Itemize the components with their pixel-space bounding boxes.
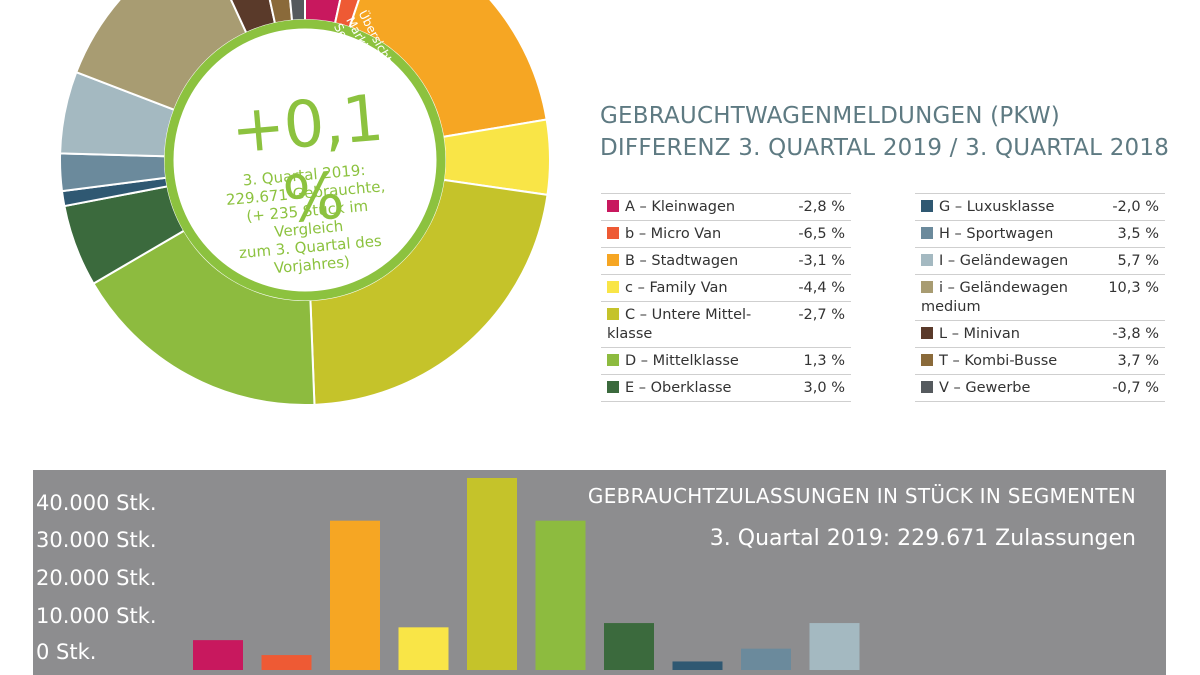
legend-row: i – Geländewagen medium 10,3 % [915, 274, 1165, 320]
legend-row: A – Kleinwagen -2,8 % [601, 193, 851, 220]
legend-swatch [607, 354, 619, 366]
legend-label-text: L – Minivan [939, 326, 1020, 342]
legend-label-text: A – Kleinwagen [625, 199, 736, 215]
legend-label-text: I – Geländewagen [939, 253, 1069, 269]
bar-E [604, 623, 654, 670]
legend-label-text: b – Micro Van [625, 226, 722, 242]
donut-center-note: 3. Quartal 2019: 229.671 Gebrauchte, (+ … [214, 158, 403, 281]
bar-B [330, 520, 380, 670]
legend-row: L – Minivan -3,8 % [915, 320, 1165, 347]
legend-value: -4,4 % [798, 280, 845, 296]
y-tick-label: 0 Stk. [36, 640, 97, 664]
legend-row: I – Geländewagen 5,7 % [915, 247, 1165, 274]
legend-label-text: B – Stadtwagen [625, 253, 739, 269]
legend-label: H – Sportwagen [921, 225, 1053, 244]
bar-b [261, 655, 312, 670]
legend-swatch [921, 254, 933, 266]
donut-center-ring [164, 19, 446, 301]
legend-value: 3,0 % [803, 380, 845, 396]
legend-label: A – Kleinwagen [607, 198, 735, 217]
legend-value: -2,7 % [798, 307, 845, 323]
bar-G [672, 661, 723, 670]
legend-swatch [607, 200, 619, 212]
legend-value: -2,8 % [798, 199, 845, 215]
legend-row: b – Micro Van -6,5 % [601, 220, 851, 247]
bar-c [398, 627, 449, 670]
bar-chart [193, 478, 860, 670]
bar-H [741, 648, 791, 670]
legend-swatch [921, 354, 933, 366]
legend-row: C – Untere Mittel­klasse -2,7 % [601, 301, 851, 347]
legend-value: 10,3 % [1108, 280, 1159, 296]
legend-row: E – Oberklasse 3,0 % [601, 374, 851, 402]
y-tick-label: 40.000 Stk. [36, 491, 157, 515]
legend-value: -0,7 % [1112, 380, 1159, 396]
legend-row: T – Kombi-Busse 3,7 % [915, 347, 1165, 374]
legend-label: E – Oberklasse [607, 379, 731, 398]
legend-label: L – Minivan [921, 325, 1020, 344]
legend-swatch [921, 381, 933, 393]
legend-row: c – Family Van -4,4 % [601, 274, 851, 301]
legend-value: 3,7 % [1117, 353, 1159, 369]
legend-value: 1,3 % [803, 353, 845, 369]
legend-value: -2,0 % [1112, 199, 1159, 215]
bar-chart-panel: GEBRAUCHTZULASSUNGEN IN STÜCK IN SEGMENT… [33, 470, 1166, 675]
legend-label: b – Micro Van [607, 225, 721, 244]
legend-label-text: D – Mittelklasse [625, 353, 739, 369]
legend-value: -3,1 % [798, 253, 845, 269]
y-tick-label: 20.000 Stk. [36, 566, 157, 590]
legend-label-text: E – Oberklasse [625, 380, 732, 396]
legend-label-text: T – Kombi-Busse [939, 353, 1058, 369]
legend-label: V – Gewerbe [921, 379, 1030, 398]
legend-label-text: i – Geländewagen medium [921, 280, 1068, 315]
bar-D [535, 520, 586, 670]
bar-A [193, 640, 243, 670]
legend-row: D – Mittelklasse 1,3 % [601, 347, 851, 374]
legend-label-text: V – Gewerbe [939, 380, 1031, 396]
legend-row: B – Stadtwagen -3,1 % [601, 247, 851, 274]
bar-chart-subtitle: 3. Quartal 2019: 229.671 Zulassungen [709, 526, 1136, 551]
legend-label: T – Kombi-Busse [921, 352, 1057, 371]
legend-label: c – Family Van [607, 279, 728, 298]
chart-title: GEBRAUCHTWAGENMELDUNGEN (PKW) DIFFERENZ … [600, 100, 1169, 164]
legend-value: -6,5 % [798, 226, 845, 242]
legend-label-text: c – Family Van [625, 280, 728, 296]
legend-label: D – Mittelklasse [607, 352, 739, 371]
legend-value: 3,5 % [1117, 226, 1159, 242]
legend-right: G – Luxusklasse -2,0 % H – Sportwagen 3,5 %… [915, 193, 1165, 402]
bar-I [809, 623, 860, 670]
legend-row: H – Sportwagen 3,5 % [915, 220, 1165, 247]
bar-C [467, 478, 517, 670]
legend-label: B – Stadtwagen [607, 252, 738, 271]
title-line-2: DIFFERENZ 3. QUARTAL 2019 / 3. QUARTAL 2… [600, 135, 1170, 161]
legend-label-text: H – Sportwagen [939, 226, 1054, 242]
bar-chart-title: GEBRAUCHTZULASSUNGEN IN STÜCK IN SEGMENT… [587, 484, 1136, 508]
legend-row: G – Luxusklasse -2,0 % [915, 193, 1165, 220]
legend-row: V – Gewerbe -0,7 % [915, 374, 1165, 402]
legend-label-text: G – Luxusklasse [939, 199, 1055, 215]
donut-chart [59, 0, 551, 406]
legend-label: C – Untere Mittel­klasse [607, 306, 790, 344]
legend-swatch [921, 327, 933, 339]
legend-swatch [921, 200, 933, 212]
legend-value: -3,8 % [1112, 326, 1159, 342]
title-line-1: GEBRAUCHTWAGENMELDUNGEN (PKW) [600, 103, 1060, 129]
legend-swatch [607, 281, 619, 293]
y-tick-label: 10.000 Stk. [36, 604, 157, 628]
legend-left: A – Kleinwagen -2,8 % b – Micro Van -6,5 % B… [601, 193, 851, 402]
legend-swatch [607, 254, 619, 266]
legend-label: G – Luxusklasse [921, 198, 1054, 217]
legend-swatch [607, 381, 619, 393]
y-tick-label: 30.000 Stk. [36, 528, 157, 552]
legend-label-text: C – Untere Mittel­klasse [607, 307, 752, 342]
legend-swatch [607, 308, 619, 320]
legend-swatch [607, 227, 619, 239]
legend-swatch [921, 227, 933, 239]
legend-swatch [921, 281, 933, 293]
legend-label: i – Geländewagen medium [921, 279, 1100, 317]
legend-value: 5,7 % [1117, 253, 1159, 269]
legend-label: I – Geländewagen [921, 252, 1068, 271]
